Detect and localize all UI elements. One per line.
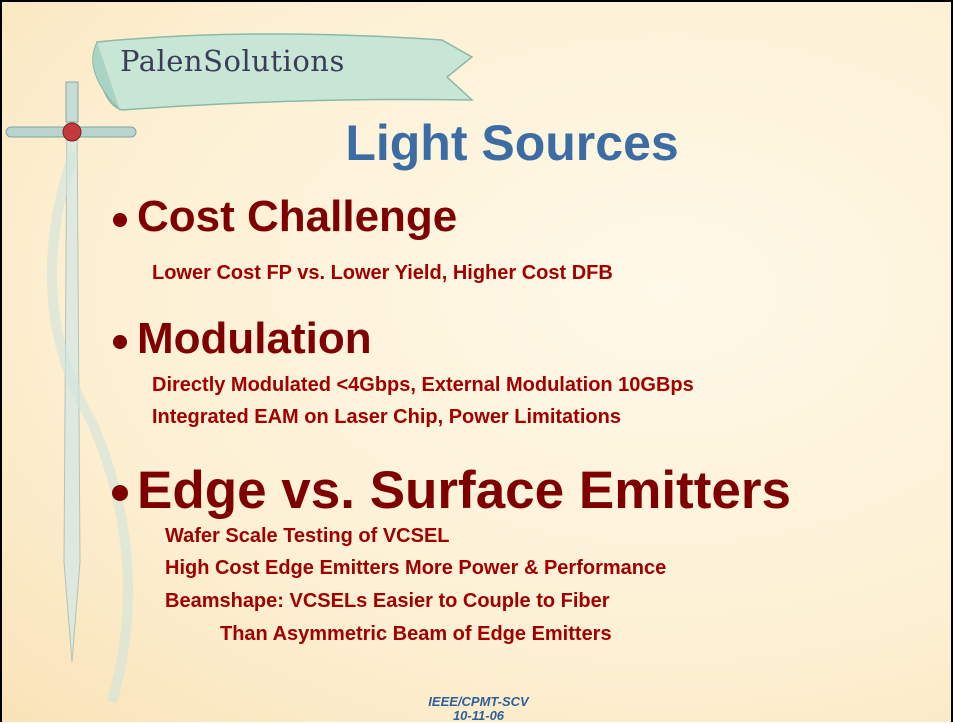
bullet xyxy=(113,213,127,227)
bullet-item: Integrated EAM on Laser Chip, Power Limi… xyxy=(152,406,621,429)
bullet-heading: Modulation xyxy=(137,314,372,364)
logo: PalenSolutions xyxy=(120,44,345,78)
bullet-item: Directly Modulated <4Gbps, External Modu… xyxy=(152,374,694,397)
bullet-heading: Edge vs. Surface Emitters xyxy=(137,460,791,521)
bullet-item: Lower Cost FP vs. Lower Yield, Higher Co… xyxy=(152,262,613,285)
bullet-heading: Cost Challenge xyxy=(137,192,457,242)
bullet-item: High Cost Edge Emitters More Power & Per… xyxy=(165,557,666,580)
slide: PalenSolutions Light Sources Cost Challe… xyxy=(0,0,953,722)
bullet xyxy=(112,485,128,501)
bullet xyxy=(113,335,127,349)
bullet-item: Beamshape: VCSELs Easier to Couple to Fi… xyxy=(165,590,610,613)
slide-title: Light Sources xyxy=(2,114,953,172)
bullet-item: Than Asymmetric Beam of Edge Emitters xyxy=(220,623,612,646)
bullet-item: Wafer Scale Testing of VCSEL xyxy=(165,525,450,548)
footer: IEEE/CPMT-SCV xyxy=(2,694,953,709)
footer: 10-11-06 xyxy=(2,708,953,722)
